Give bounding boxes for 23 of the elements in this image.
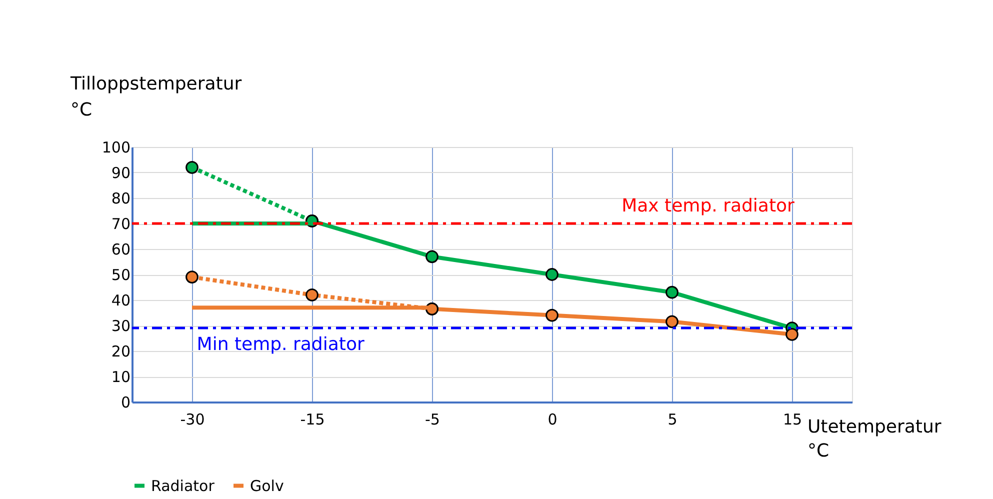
y-tick-label: 10 [111, 368, 130, 386]
ref-line-label: Max temp. radiator [622, 196, 796, 216]
x-axis-title: Utetemperatur °C [808, 416, 942, 462]
y-tick-label: 60 [111, 240, 130, 258]
ref-line-label: Min temp. radiator [196, 334, 365, 356]
y-tick-label: 20 [111, 342, 130, 360]
x-tick-label: 5 [668, 410, 678, 428]
y-axis-title: Tilloppstemperatur °C [70, 74, 242, 120]
y-tick-label: 0 [120, 394, 130, 412]
x-tick-label: 0 [548, 410, 558, 428]
y-tick-label: 90 [111, 164, 130, 182]
x-tick-label: 15 [782, 410, 802, 428]
y-tick-label: 80 [111, 190, 130, 208]
x-tick-label: -5 [425, 410, 440, 428]
legend-label: Radiator [151, 476, 216, 495]
y-tick-label: 100 [102, 138, 130, 156]
x-tick-label: -15 [300, 410, 325, 428]
y-tick-label: 30 [111, 317, 130, 335]
y-tick-label: 50 [111, 266, 130, 284]
y-tick-label: 70 [111, 215, 130, 233]
y-tick-label: 40 [111, 292, 130, 310]
x-tick-label: -30 [180, 410, 205, 428]
legend-label: Golv [250, 476, 284, 495]
